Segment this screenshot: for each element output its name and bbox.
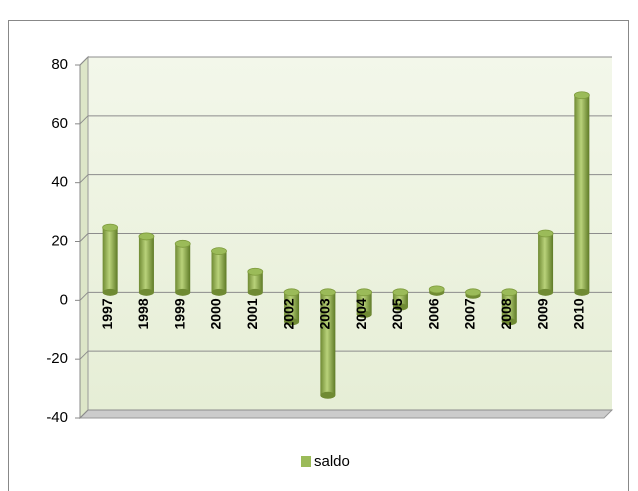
bar-top — [138, 232, 155, 241]
grid-line-side — [79, 56, 89, 66]
x-tick-label: 2005 — [389, 298, 405, 329]
bar-bottom — [211, 288, 227, 296]
bar-bottom — [356, 310, 372, 318]
x-tick-label: 2000 — [208, 298, 224, 329]
bar-top — [501, 288, 518, 297]
y-tick-label: -40 — [46, 409, 68, 426]
bar — [247, 271, 263, 293]
x-tick-label: 2003 — [317, 298, 333, 329]
bar — [501, 292, 517, 322]
bar-top — [174, 239, 191, 248]
bar — [211, 251, 227, 293]
legend-swatch — [301, 456, 311, 467]
y-tick-label: 20 — [51, 232, 68, 249]
bar — [356, 292, 372, 315]
grid-line-side — [79, 233, 89, 242]
grid-line-side — [79, 115, 89, 125]
bar-top — [283, 288, 300, 297]
grid-line-side — [79, 350, 89, 360]
bar-top — [102, 223, 119, 232]
x-tick-label: 2009 — [534, 298, 550, 329]
bar-bottom — [138, 288, 154, 296]
bar — [175, 243, 191, 293]
bar-top — [465, 288, 481, 297]
y-tick-label: 40 — [51, 174, 68, 191]
bar — [284, 292, 300, 322]
x-tick-label: 1997 — [99, 298, 115, 329]
x-tick-label: 2007 — [462, 298, 478, 329]
bar-bottom — [538, 288, 554, 296]
bar-top — [573, 91, 590, 100]
bar — [574, 95, 590, 293]
bar-top — [319, 288, 336, 297]
bar-bottom — [284, 318, 300, 326]
bar — [392, 292, 408, 308]
bar — [102, 227, 118, 293]
bar-top — [537, 229, 554, 238]
bar-bottom — [501, 318, 517, 326]
y-tick-label: -20 — [46, 350, 68, 367]
grid-line-side — [79, 174, 89, 184]
grid-line-side — [79, 291, 89, 301]
x-tick-label: 2002 — [280, 298, 296, 329]
x-tick-label: 2006 — [425, 298, 441, 329]
bar-top — [392, 288, 409, 297]
bar-bottom — [320, 391, 336, 399]
bar-bottom — [102, 288, 118, 296]
x-tick-label: 2004 — [353, 298, 369, 329]
bar-top — [428, 285, 445, 294]
bar-bottom — [247, 288, 263, 296]
x-tick-label: 2008 — [498, 298, 514, 329]
bar-bottom — [574, 288, 590, 296]
floor — [78, 409, 614, 419]
bar-top — [247, 267, 264, 276]
y-tick-label: 0 — [60, 291, 68, 308]
bar-top — [356, 288, 373, 297]
legend-label: saldo — [314, 453, 350, 470]
x-tick-label: 2001 — [244, 298, 260, 329]
bar — [538, 233, 554, 293]
bar-top — [211, 247, 227, 256]
x-tick-label: 2010 — [571, 298, 587, 329]
bar — [138, 236, 154, 293]
bar — [320, 292, 336, 396]
y-tick-label: 60 — [51, 115, 68, 132]
bar-bottom — [392, 303, 408, 311]
bar-bottom — [175, 288, 191, 296]
x-tick-label: 1998 — [135, 298, 151, 329]
y-tick-label: 80 — [51, 56, 68, 73]
x-tick-label: 1999 — [171, 298, 187, 329]
grid-line-side — [79, 409, 89, 419]
